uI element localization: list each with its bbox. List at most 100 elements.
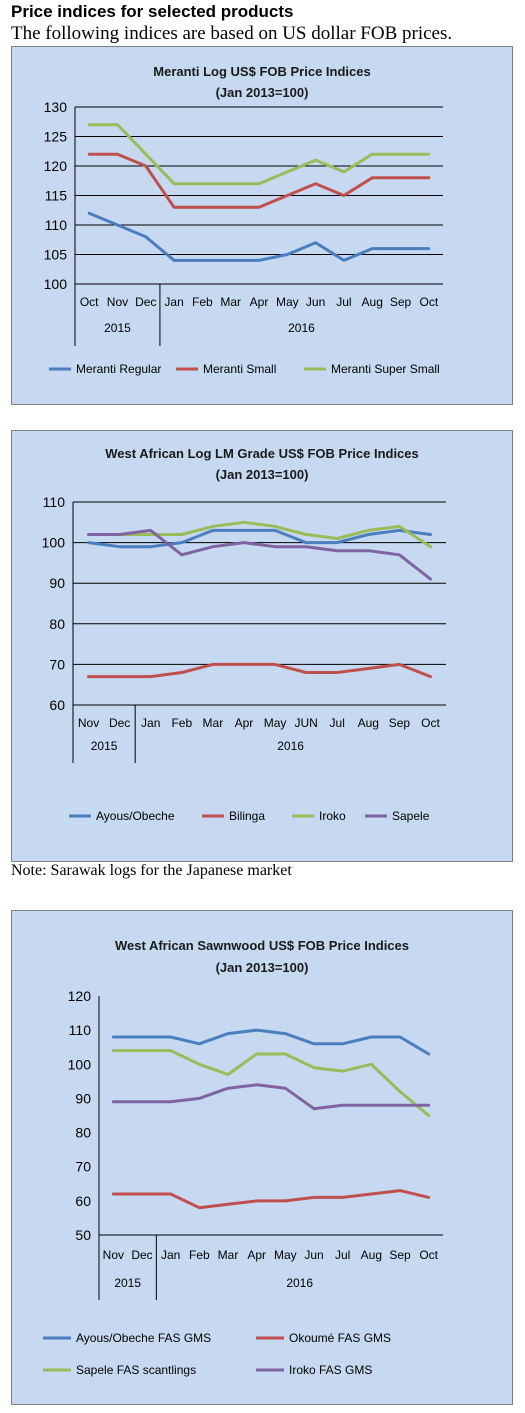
y-tick-label: 60 [75, 1193, 91, 1209]
series-line-2 [111, 1049, 431, 1117]
chart-title: Meranti Log US$ FOB Price Indices [153, 64, 370, 79]
legend-label: Meranti Regular [76, 362, 161, 376]
x-tick-label: Apr [235, 716, 254, 730]
x-tick-label: Jan [161, 1248, 180, 1262]
y-tick-label: 110 [69, 1022, 92, 1038]
legend-label: Bilinga [229, 809, 265, 823]
chart-subtitle: (Jan 2013=100) [216, 85, 309, 100]
x-tick-label: Nov [107, 295, 128, 309]
y-tick-label: 90 [49, 575, 65, 591]
x-tick-label: Jul [330, 716, 345, 730]
y-tick-label: 125 [44, 129, 68, 145]
x-tick-label: Feb [171, 716, 192, 730]
legend-label: Okoumé FAS GMS [289, 1331, 391, 1345]
series-line-1 [111, 1189, 431, 1210]
x-tick-label: Aug [361, 1248, 382, 1262]
x-tick-label: Jul [335, 1248, 350, 1262]
x-tick-label: Jan [164, 295, 183, 309]
x-tick-label: Jul [336, 295, 351, 309]
y-tick-label: 100 [42, 535, 66, 551]
year-label: 2016 [277, 739, 304, 753]
x-tick-label: Sep [390, 295, 412, 309]
chart-title: West African Log LM Grade US$ FOB Price … [105, 446, 419, 461]
x-tick-label: Apr [247, 1248, 266, 1262]
y-tick-label: 120 [44, 158, 68, 174]
legend-label: Ayous/Obeche FAS GMS [76, 1331, 211, 1345]
year-label: 2016 [286, 1276, 313, 1290]
x-tick-label: Jun [304, 1248, 323, 1262]
y-tick-label: 80 [75, 1125, 91, 1141]
west-african-sawnwood-chart: West African Sawnwood US$ FOB Price Indi… [11, 910, 513, 1405]
chart-subtitle: (Jan 2013=100) [216, 960, 309, 975]
x-tick-label: Oct [80, 295, 99, 309]
west-african-log-chart: West African Log LM Grade US$ FOB Price … [11, 430, 513, 862]
x-tick-label: Mar [218, 1248, 239, 1262]
x-tick-label: Mar [203, 716, 224, 730]
meranti-log-chart: Meranti Log US$ FOB Price Indices (Jan 20… [11, 46, 513, 405]
series-line-0 [87, 211, 431, 262]
x-tick-label: Aug [358, 716, 379, 730]
series-line-3 [87, 528, 432, 581]
x-tick-label: Dec [131, 1248, 152, 1262]
x-tick-label: Oct [419, 1248, 438, 1262]
x-tick-label: Sep [389, 716, 411, 730]
x-tick-label: Feb [189, 1248, 210, 1262]
legend-label: Sapele [392, 809, 430, 823]
y-tick-label: 100 [44, 276, 68, 292]
y-tick-label: 80 [49, 616, 65, 632]
x-tick-label: JUN [294, 716, 317, 730]
page-title: Price indices for selected products [11, 2, 294, 21]
legend-label: Meranti Small [203, 362, 276, 376]
series-line-3 [111, 1083, 431, 1111]
legend-label: Iroko FAS GMS [289, 1363, 372, 1377]
year-label: 2015 [104, 321, 131, 335]
y-tick-label: 110 [43, 494, 66, 510]
chart-title: West African Sawnwood US$ FOB Price Indi… [115, 938, 409, 953]
series-line-0 [87, 528, 432, 549]
note-text: Note: Sarawak logs for the Japanese mark… [11, 862, 292, 879]
x-tick-label: May [264, 716, 287, 730]
x-tick-label: Aug [362, 295, 383, 309]
y-tick-label: 100 [68, 1056, 92, 1072]
legend-label: Ayous/Obeche [96, 809, 175, 823]
x-tick-label: Apr [250, 295, 269, 309]
y-tick-label: 130 [44, 99, 68, 115]
x-tick-label: Dec [135, 295, 156, 309]
y-tick-label: 115 [45, 188, 68, 204]
series-line-2 [87, 520, 432, 549]
chart-background [11, 910, 513, 1405]
series-line-2 [87, 123, 431, 186]
y-tick-label: 70 [49, 656, 65, 672]
x-tick-label: May [276, 295, 299, 309]
x-tick-label: Feb [192, 295, 213, 309]
y-tick-label: 110 [45, 217, 68, 233]
series-line-0 [111, 1028, 431, 1056]
year-label: 2015 [91, 739, 118, 753]
y-tick-label: 105 [44, 247, 68, 263]
legend-label: Meranti Super Small [331, 362, 440, 376]
x-tick-label: Jun [306, 295, 325, 309]
series-line-1 [87, 662, 432, 679]
year-label: 2016 [288, 321, 315, 335]
y-tick-label: 70 [75, 1159, 91, 1175]
x-tick-label: Nov [103, 1248, 124, 1262]
x-tick-label: Oct [421, 716, 440, 730]
x-tick-label: Mar [220, 295, 241, 309]
x-tick-label: Dec [109, 716, 130, 730]
x-tick-label: Sep [389, 1248, 411, 1262]
year-label: 2015 [114, 1276, 141, 1290]
y-tick-label: 60 [49, 697, 65, 713]
x-tick-label: Jan [141, 716, 160, 730]
series-line-1 [87, 152, 431, 209]
y-tick-label: 50 [75, 1227, 91, 1243]
chart-subtitle: (Jan 2013=100) [216, 467, 309, 482]
y-tick-label: 90 [75, 1090, 91, 1106]
page-subtitle: The following indices are based on US do… [11, 23, 453, 44]
legend-label: Iroko [319, 809, 346, 823]
x-tick-label: Nov [78, 716, 99, 730]
x-tick-label: Oct [420, 295, 439, 309]
chart-background [11, 430, 513, 862]
x-tick-label: May [274, 1248, 297, 1262]
y-tick-label: 120 [68, 988, 92, 1004]
legend-label: Sapele FAS scantlings [76, 1363, 196, 1377]
